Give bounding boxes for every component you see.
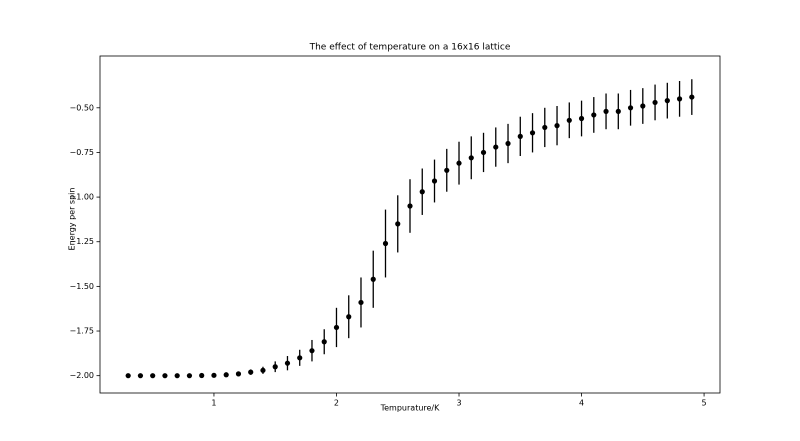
x-axis-label: Tempurature/K — [380, 404, 441, 413]
data-point — [640, 103, 646, 109]
data-point — [542, 124, 548, 131]
data-point — [615, 108, 621, 114]
data-point — [162, 373, 168, 379]
data-point — [456, 160, 462, 166]
data-point — [652, 99, 658, 106]
data-point — [223, 372, 229, 378]
data-point — [370, 276, 376, 282]
data-point — [321, 339, 327, 345]
data-point — [333, 324, 340, 331]
data-point — [174, 373, 180, 379]
y-tick-label: −1.50 — [69, 282, 94, 291]
data-point — [395, 221, 401, 227]
data-point — [260, 367, 266, 373]
data-point — [358, 299, 364, 306]
data-point — [284, 360, 291, 366]
y-tick-label: −1.25 — [69, 237, 94, 246]
data-point — [566, 117, 572, 123]
x-tick-label: 4 — [579, 399, 584, 408]
data-point — [272, 364, 278, 370]
x-tick-label: 5 — [702, 399, 707, 408]
chart-title: The effect of temperature on a 16x16 lat… — [309, 43, 511, 53]
y-tick-label: −2.00 — [69, 371, 94, 380]
y-tick-label: −1.75 — [69, 327, 94, 336]
y-tick-label: −0.50 — [69, 103, 94, 112]
x-tick-label: 2 — [334, 399, 339, 408]
data-point — [517, 133, 523, 139]
data-point — [627, 105, 634, 111]
data-point — [137, 373, 144, 379]
data-point — [591, 112, 597, 118]
data-point — [346, 314, 352, 320]
data-point — [382, 240, 389, 247]
data-point — [505, 140, 511, 147]
data-point — [419, 189, 425, 195]
data-point — [676, 96, 683, 102]
data-point — [309, 348, 315, 354]
data-point — [125, 373, 131, 379]
data-point — [444, 167, 450, 173]
data-point — [480, 149, 487, 156]
data-point — [297, 355, 303, 361]
y-axis-label: Energy per spin — [68, 188, 77, 251]
data-point — [554, 123, 560, 129]
data-point — [211, 372, 217, 378]
data-point — [186, 373, 193, 379]
x-tick-label: 1 — [211, 399, 216, 408]
y-tick-label: −0.75 — [69, 148, 94, 157]
data-point — [431, 178, 438, 184]
y-tick-label: −1.00 — [69, 193, 94, 202]
data-point — [664, 98, 670, 104]
data-point — [235, 371, 242, 377]
data-point — [578, 115, 585, 122]
plot-frame — [99, 55, 721, 394]
data-point — [468, 155, 474, 161]
data-point — [199, 372, 205, 379]
data-point — [150, 373, 156, 379]
data-point — [407, 203, 413, 209]
data-point — [493, 144, 499, 150]
x-tick-label: 3 — [456, 399, 461, 408]
data-point — [689, 94, 695, 100]
data-point — [248, 369, 254, 375]
data-point — [603, 108, 609, 114]
data-point — [529, 130, 536, 136]
